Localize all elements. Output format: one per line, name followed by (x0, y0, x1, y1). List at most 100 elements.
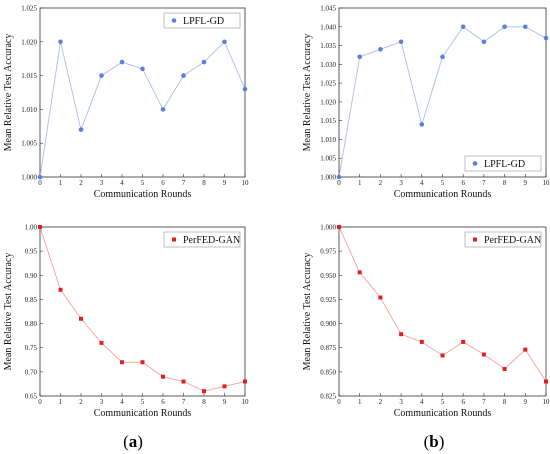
data-point (336, 174, 342, 180)
x-tick-label: 6 (461, 398, 465, 406)
data-point (119, 59, 125, 65)
x-tick-label: 1 (59, 398, 63, 406)
y-tick-label: 0.85 (25, 296, 38, 304)
caption-b: (b) (424, 432, 445, 451)
data-point (543, 35, 549, 41)
caption-a-open: ( (123, 432, 129, 451)
x-tick-label: 8 (503, 179, 507, 187)
x-tick-label: 4 (120, 179, 124, 187)
data-point (357, 270, 362, 275)
y-tick-label: 1.025 (21, 5, 37, 13)
legend-box (163, 231, 241, 248)
data-point (544, 379, 548, 384)
legend-box (464, 231, 542, 248)
x-tick-label: 4 (420, 179, 424, 187)
data-point (378, 47, 383, 52)
legend-box (464, 155, 542, 172)
x-tick-label: 1 (59, 179, 63, 187)
y-tick-label: 0.900 (320, 320, 336, 328)
caption-a: (a) (123, 432, 143, 451)
x-tick-label: 4 (120, 398, 124, 406)
chart-b-top: 0 1 2 3 4 5 6 7 8 9 10 1.000 1.005 1.010 1.015 1.020 1.0… (302, 5, 550, 201)
y-tick-label: 1.000 (320, 224, 336, 232)
x-tick-label: 9 (524, 398, 528, 406)
x-tick-label: 8 (503, 398, 507, 406)
x-axis-label: Communication Rounds (394, 408, 492, 419)
data-point (378, 295, 383, 300)
data-point (161, 374, 165, 379)
x-tick-label: 8 (202, 179, 206, 187)
x-tick-label: 7 (482, 398, 486, 406)
y-tick-label: 0.950 (320, 272, 336, 280)
chart-a-top: 0 1 2 3 4 5 6 7 8 9 10 1.000 1.005 1.010 1.015 1.020 1.0… (3, 5, 249, 201)
data-point (58, 39, 63, 45)
y-tick-label: 1.005 (320, 155, 336, 163)
plot-frame (338, 226, 547, 397)
x-tick-label: 3 (399, 398, 403, 406)
data-point (523, 24, 528, 30)
caption-b-open: ( (424, 432, 430, 451)
y-tick-label: 0.975 (320, 248, 336, 256)
y-tick-label: 1.025 (320, 80, 336, 88)
x-tick-label: 5 (141, 179, 145, 187)
y-tick-label: 1.015 (21, 72, 37, 80)
data-point (481, 39, 487, 45)
x-axis-label: Communication Rounds (394, 189, 492, 200)
legend-marker (171, 18, 177, 23)
x-tick-label: 10 (242, 398, 250, 406)
legend-label: PerFED-GAN (484, 235, 541, 246)
x-tick-label: 1 (358, 398, 362, 406)
legend: LPFL-GD (163, 12, 241, 29)
y-tick-label: 1.005 (21, 140, 37, 148)
data-point (140, 360, 145, 365)
chart-b-bottom: 0 1 2 3 4 5 6 7 8 9 10 0.825 0.850 0.875 0.900 0.925 0.9… (302, 224, 550, 420)
y-tick-label: 0.80 (25, 320, 38, 328)
data-point (99, 73, 104, 78)
data-point (243, 379, 247, 384)
x-tick-label: 0 (38, 179, 42, 187)
data-point (38, 225, 42, 229)
legend-box (163, 12, 241, 29)
data-point (460, 24, 466, 30)
x-tick-label: 1 (358, 179, 362, 187)
x-tick-label: 5 (441, 398, 445, 406)
legend-label: PerFED-GAN (183, 235, 240, 246)
x-tick-label: 3 (100, 398, 104, 406)
plot-frame (39, 226, 246, 397)
x-tick-label: 10 (543, 398, 550, 406)
y-axis-label: Mean Relative Test Accuracy (302, 34, 313, 152)
data-point (440, 54, 445, 60)
data-point (140, 66, 145, 72)
x-tick-label: 2 (79, 179, 83, 187)
data-point (181, 379, 186, 384)
data-point (242, 86, 248, 92)
y-tick-label: 1.035 (320, 42, 336, 50)
legend-label: LPFL-GD (484, 159, 525, 170)
x-tick-label: 7 (482, 179, 486, 187)
y-tick-label: 1.000 (21, 174, 37, 182)
y-axis-label: Mean Relative Test Accuracy (3, 253, 14, 371)
x-tick-label: 8 (202, 398, 206, 406)
y-tick-label: 1.000 (320, 174, 336, 182)
data-point (79, 316, 83, 321)
data-point (202, 389, 206, 394)
plot-frame (39, 7, 246, 178)
x-tick-label: 2 (379, 398, 383, 406)
caption-a-close: ) (137, 432, 143, 451)
legend: PerFED-GAN (163, 231, 241, 248)
x-tick-label: 10 (242, 179, 250, 187)
data-point (201, 59, 207, 65)
y-tick-label: 1.045 (320, 5, 336, 13)
data-point (181, 73, 186, 78)
legend: LPFL-GD (464, 155, 542, 172)
x-tick-label: 0 (337, 179, 341, 187)
data-point (419, 122, 425, 127)
caption-a-letter: a (129, 432, 138, 451)
data-point (399, 332, 404, 337)
chart-panels: 0 1 2 3 4 5 6 7 8 9 101.0001.0051.0101.0151.0201.0… (3, 5, 550, 420)
y-tick-label: 0.70 (25, 368, 38, 376)
x-tick-label: 6 (161, 398, 165, 406)
y-tick-label: 1.010 (21, 106, 37, 114)
legend-marker (472, 161, 478, 166)
